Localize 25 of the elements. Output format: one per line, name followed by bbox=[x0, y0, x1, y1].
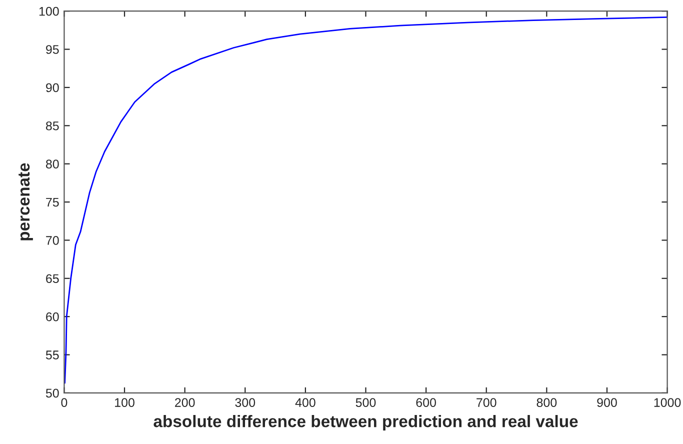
x-tick-label: 200 bbox=[175, 398, 195, 407]
x-tick-label: 800 bbox=[536, 398, 557, 407]
y-tick-label: 100 bbox=[39, 6, 59, 16]
x-tick-label: 500 bbox=[356, 398, 376, 407]
y-tick-label: 65 bbox=[46, 274, 59, 284]
y-tick-label: 60 bbox=[46, 312, 59, 322]
x-tick-label: 1000 bbox=[654, 398, 681, 407]
y-tick-label: 90 bbox=[46, 83, 59, 92]
y-axis-title: percenate bbox=[18, 163, 33, 240]
x-tick-label: 300 bbox=[235, 398, 256, 407]
y-tick-label: 50 bbox=[46, 388, 59, 398]
y-tick-label: 80 bbox=[46, 160, 59, 168]
y-tick-label: 95 bbox=[46, 45, 59, 54]
x-tick-label: 400 bbox=[295, 398, 316, 407]
y-tick-label: 85 bbox=[46, 121, 59, 130]
line-series bbox=[64, 16, 668, 384]
x-tick-label: 600 bbox=[416, 398, 436, 407]
x-tick-label: 900 bbox=[597, 398, 617, 407]
x-tick-label: 100 bbox=[115, 398, 134, 407]
y-tick-label: 75 bbox=[46, 198, 59, 207]
y-tick-label: 55 bbox=[46, 350, 59, 360]
y-tick-label: 70 bbox=[46, 236, 59, 245]
x-tick-label: 0 bbox=[61, 398, 68, 407]
x-axis-title: absolute difference between prediction and real value bbox=[154, 415, 578, 431]
x-tick-label: 700 bbox=[476, 398, 496, 407]
